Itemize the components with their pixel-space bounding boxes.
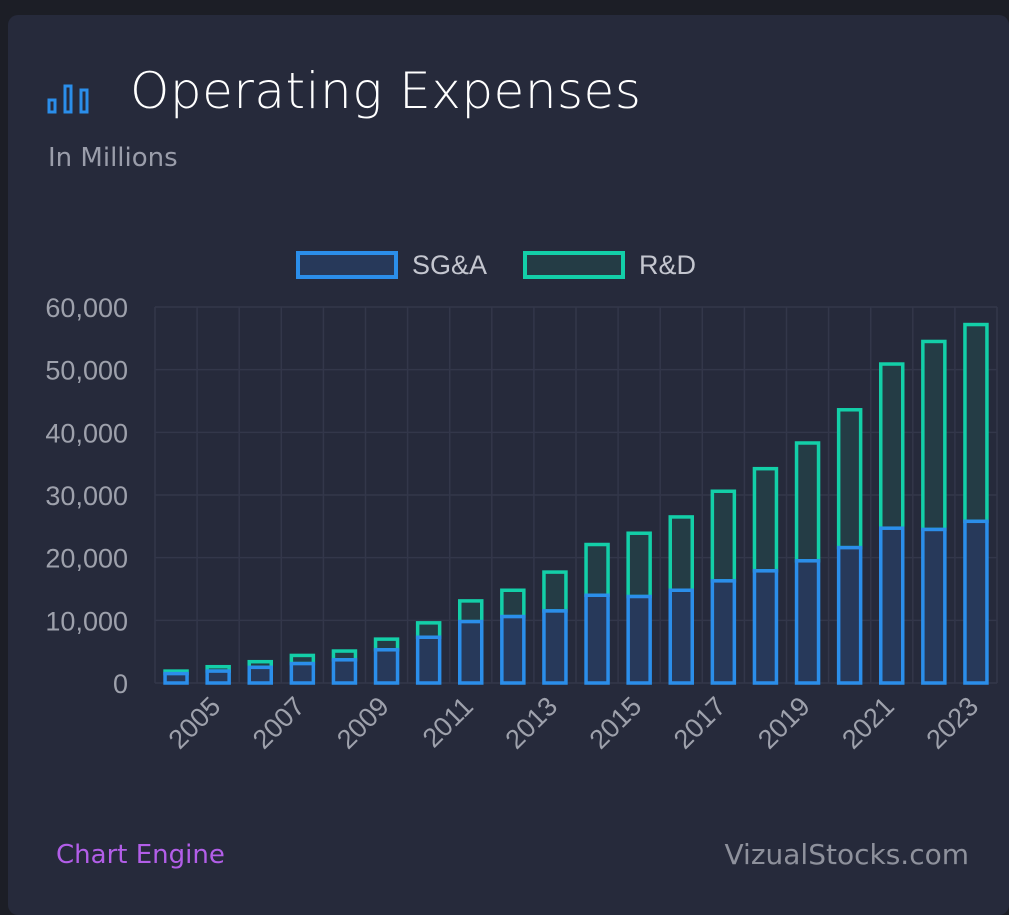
x-tick-label: 2005 — [163, 691, 227, 755]
bar-sga — [836, 545, 863, 685]
bar-sga — [921, 527, 947, 685]
y-tick-label: 40,000 — [45, 418, 128, 448]
bar-sga — [373, 648, 400, 685]
bar-sga — [794, 559, 821, 685]
bar-sga — [710, 579, 737, 685]
bar-sga — [542, 609, 568, 685]
bar-chart-icon — [47, 84, 89, 114]
bar-rd — [415, 621, 442, 640]
y-tick-label: 0 — [113, 669, 128, 699]
bar-rd — [752, 466, 779, 573]
bar-rd — [794, 441, 821, 563]
bar-sga — [752, 569, 779, 685]
legend-swatch-rd — [523, 251, 625, 279]
bar-sga — [289, 661, 316, 685]
bar-rd — [963, 322, 989, 524]
legend-item-rd[interactable]: R&D — [523, 248, 696, 282]
y-tick-label: 30,000 — [45, 481, 128, 511]
x-tick-label: 2007 — [247, 691, 311, 755]
bar-rd — [458, 599, 484, 624]
page-subtitle: In Millions — [48, 143, 178, 173]
bar-rd — [500, 588, 526, 619]
bar-chart-icon-bar-2 — [63, 84, 73, 114]
y-tick-label: 50,000 — [45, 356, 128, 386]
bar-sga — [963, 519, 989, 685]
x-tick-label: 2017 — [668, 691, 732, 755]
bar-sga — [331, 658, 358, 685]
bar-rd — [836, 408, 863, 550]
bar-sga — [584, 593, 610, 685]
bar-rd — [626, 531, 652, 599]
y-tick-label: 20,000 — [45, 544, 128, 574]
brand-label: VizualStocks.com — [724, 838, 969, 871]
x-tick-label: 2011 — [417, 691, 479, 753]
bar-rd — [879, 362, 905, 530]
bar-chart-icon-bar-3 — [79, 88, 89, 114]
x-tick-label: 2023 — [920, 691, 984, 755]
x-tick-label: 2015 — [584, 691, 648, 755]
bar-rd — [542, 570, 568, 613]
bar-sga — [668, 588, 694, 685]
bar-sga — [415, 635, 442, 685]
bar-rd — [710, 489, 737, 583]
bar-sga — [626, 594, 652, 685]
bar-sga — [879, 526, 905, 685]
x-tick-label: 2019 — [752, 691, 816, 755]
bar-sga — [500, 614, 526, 685]
y-tick-label: 10,000 — [45, 606, 128, 636]
bar-chart-icon-bar-1 — [47, 98, 57, 114]
legend-swatch-sga — [296, 251, 398, 279]
bar-rd — [921, 339, 947, 532]
bar-rd — [668, 515, 694, 593]
x-tick-label: 2009 — [331, 691, 395, 755]
bar-sga — [458, 619, 484, 685]
legend-item-sga[interactable]: SG&A — [296, 248, 487, 282]
legend-label-rd: R&D — [639, 249, 697, 280]
chart-engine-link[interactable]: Chart Engine — [56, 840, 225, 870]
bar-sga — [205, 669, 231, 685]
bar-sga — [163, 671, 189, 685]
bar-rd — [584, 542, 610, 598]
page-title: Operating Expenses — [130, 62, 642, 120]
bar-sga — [247, 665, 273, 685]
y-tick-label: 60,000 — [45, 293, 128, 323]
legend-label-sga: SG&A — [412, 249, 488, 280]
x-tick-label: 2021 — [836, 691, 900, 755]
x-tick-label: 2013 — [499, 691, 563, 755]
